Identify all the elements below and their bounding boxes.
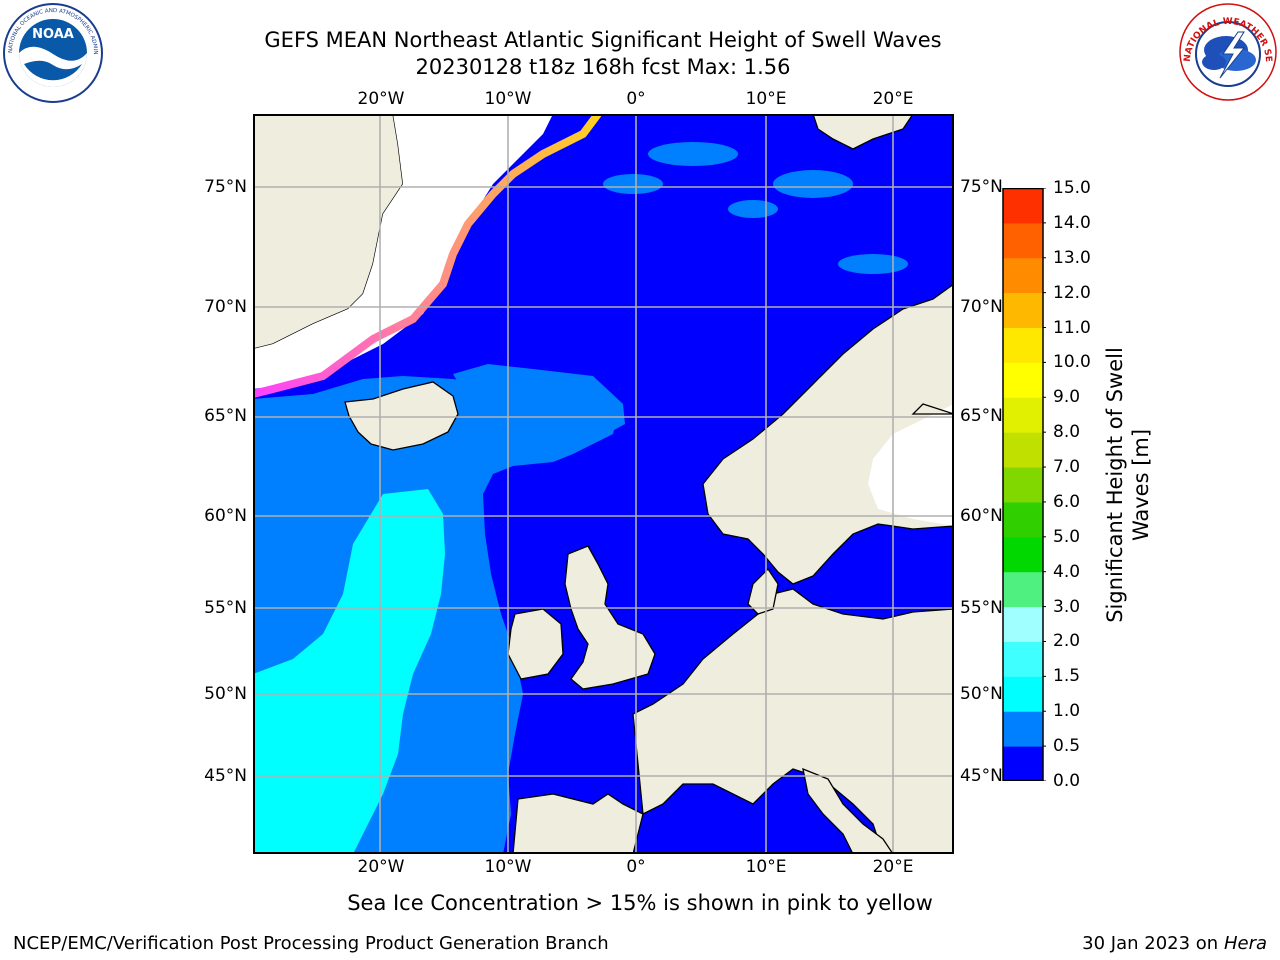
- chart-subtitle: 20230128 t18z 168h fcst Max: 1.56: [415, 55, 791, 79]
- sea-ice-white: [253, 114, 553, 389]
- lat-tick-right: 60°N: [960, 506, 1003, 526]
- lon-tick-bottom: 20°E: [872, 857, 914, 877]
- colorbar-tick-label: 6.0: [1053, 491, 1081, 512]
- colorbar-swatch: [1003, 536, 1043, 573]
- lat-tick-right: 50°N: [960, 684, 1003, 704]
- colorbar-swatch: [1003, 467, 1043, 503]
- footer-machine: Hera: [1223, 933, 1267, 954]
- lat-tick-right: 55°N: [960, 598, 1003, 618]
- land-italy: [802, 767, 894, 854]
- colorbar-swatch: [1003, 641, 1043, 677]
- lon-tick-top: 20°W: [357, 89, 405, 109]
- colorbar-swatch: [1003, 257, 1043, 294]
- colorbar-tick-label: 3.0: [1053, 596, 1081, 617]
- lat-tick-left: 55°N: [204, 598, 247, 618]
- chart-title: GEFS MEAN Northeast Atlantic Significant…: [264, 28, 942, 52]
- lon-tick-top: 10°E: [745, 89, 787, 109]
- sea-ice-edge: [253, 114, 602, 398]
- colorbar-tick-label: 0.0: [1053, 771, 1081, 791]
- sea-ice-baltic: [868, 404, 954, 526]
- colorbar-swatch: [1003, 711, 1043, 747]
- colorbar-tick-label: 2.0: [1053, 631, 1081, 652]
- colorbar-swatch: [1003, 327, 1043, 363]
- land-iberia: [512, 793, 644, 854]
- colorbar-tick-label: 5.0: [1053, 526, 1081, 547]
- lat-tick-left: 70°N: [204, 297, 247, 317]
- colorbar-tick-label: 11.0: [1053, 317, 1091, 338]
- swell-patch: [773, 170, 853, 198]
- lon-tick-top: 20°E: [872, 89, 914, 109]
- colorbar-swatch: [1003, 362, 1043, 398]
- lon-tick-bottom: 10°E: [745, 857, 787, 877]
- colorbar-frame: [1002, 188, 1044, 781]
- colorbar-tick-label: 14.0: [1053, 212, 1091, 233]
- colorbar: [1002, 188, 1046, 781]
- lat-tick-left: 75°N: [204, 177, 247, 197]
- colorbar-tick-label: 1.5: [1053, 666, 1081, 687]
- lat-tick-right: 65°N: [960, 406, 1003, 426]
- colorbar-title-line1: Significant Height of Swell: [1103, 347, 1127, 623]
- sea-ice-note: Sea Ice Concentration > 15% is shown in …: [347, 891, 933, 915]
- colorbar-swatch: [1003, 222, 1043, 259]
- colorbar-swatch: [1003, 188, 1043, 224]
- colorbar-tick-label: 8.0: [1053, 422, 1081, 443]
- nws-logo: NATIONAL WEATHER SERVICE: [1178, 2, 1277, 101]
- lat-tick-right: 75°N: [960, 177, 1003, 197]
- lat-tick-left: 60°N: [204, 506, 247, 526]
- colorbar-swatch: [1003, 606, 1043, 642]
- lon-tick-top: 0°: [626, 89, 646, 109]
- land-ireland: [507, 608, 564, 680]
- noaa-logo: NOAA NATIONAL OCEANIC AND ATMOSPHERIC AD…: [2, 2, 103, 103]
- lat-tick-left: 50°N: [204, 684, 247, 704]
- colorbar-swatch: [1003, 432, 1043, 468]
- colorbar-swatch: [1003, 397, 1043, 433]
- colorbar-tick-label: 12.0: [1053, 282, 1091, 303]
- colorbar-swatch: [1003, 746, 1043, 781]
- colorbar-title-line2: Waves [m]: [1129, 428, 1153, 542]
- footer-date: 30 Jan 2023 on Hera: [1082, 933, 1267, 954]
- colorbar-tick-label: 0.5: [1053, 736, 1081, 757]
- lat-tick-right: 45°N: [960, 766, 1003, 786]
- footer-credit: NCEP/EMC/Verification Post Processing Pr…: [13, 933, 609, 954]
- land-iceland: [344, 381, 459, 451]
- swell-patch: [838, 254, 908, 274]
- map-frame: [253, 114, 954, 854]
- colorbar-tick-label: 9.0: [1053, 387, 1081, 408]
- lat-tick-left: 45°N: [204, 766, 247, 786]
- swell-height-map: [253, 114, 954, 854]
- colorbar-swatch: [1003, 571, 1043, 608]
- swell-band-0.5-1.0-north: [453, 364, 625, 444]
- lon-tick-bottom: 20°W: [357, 857, 405, 877]
- colorbar-swatch: [1003, 501, 1043, 538]
- colorbar-tick-label: 4.0: [1053, 561, 1081, 582]
- lon-tick-top: 10°W: [484, 89, 532, 109]
- footer-date-text: 30 Jan 2023 on: [1082, 933, 1224, 954]
- swell-patch: [728, 200, 778, 218]
- graticule: [253, 114, 954, 854]
- colorbar-swatch: [1003, 292, 1043, 329]
- swell-patch: [648, 142, 738, 166]
- land-finland: [911, 403, 954, 415]
- land-great-britain: [564, 545, 656, 690]
- colorbar-swatch: [1003, 676, 1043, 712]
- colorbar-tick-label: 13.0: [1053, 247, 1091, 268]
- swell-patch: [603, 174, 663, 194]
- colorbar-tick-label: 10.0: [1053, 352, 1091, 373]
- land-denmark: [747, 567, 779, 615]
- colorbar-title: Significant Height of Swell Waves [m]: [1102, 347, 1154, 623]
- lat-tick-left: 65°N: [204, 406, 247, 426]
- noaa-wordmark: NOAA: [32, 27, 74, 42]
- lon-tick-bottom: 10°W: [484, 857, 532, 877]
- colorbar-tick-label: 1.0: [1053, 701, 1081, 722]
- colorbar-tick-label: 7.0: [1053, 457, 1081, 478]
- colorbar-tick-label: 15.0: [1053, 178, 1091, 198]
- swell-band-1.0-1.5: [253, 489, 445, 854]
- lat-tick-right: 70°N: [960, 297, 1003, 317]
- land-svalbard: [812, 114, 914, 150]
- lon-tick-bottom: 0°: [626, 857, 646, 877]
